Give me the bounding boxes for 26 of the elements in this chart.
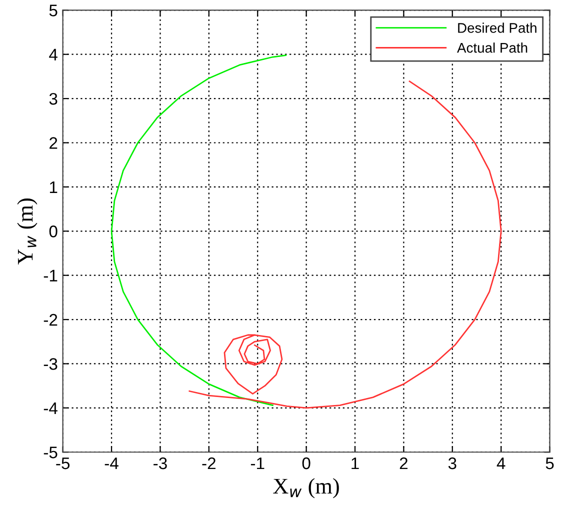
x-tick-label: -4 — [104, 458, 118, 470]
y-tick-label: -1 — [44, 270, 58, 282]
x-tick-label: 2 — [400, 457, 408, 470]
y-tick-label: 0 — [49, 226, 58, 238]
x-tick-label: 4 — [496, 458, 506, 470]
x-tick-label: 3 — [448, 457, 456, 470]
x-tick-label: 5 — [546, 458, 554, 470]
y-tick-label: -4 — [44, 402, 58, 414]
line-series — [110, 54, 287, 406]
y-tick-label: -3 — [44, 358, 58, 370]
y-tick-label: 2 — [50, 137, 58, 149]
x-tick-label: 1 — [352, 458, 359, 470]
x-tick-label: -3 — [154, 457, 167, 470]
y-tick-label: 5 — [49, 4, 58, 16]
x-axis-title: X$_{w}$ (m) — [273, 478, 339, 498]
legend-label: Desired Path — [458, 22, 536, 33]
x-tick-label: -1 — [250, 458, 264, 470]
y-tick-label: -5 — [44, 446, 58, 458]
legend-label: Actual Path — [457, 42, 528, 53]
y-axis-title: Y$_{w}$ (m) — [17, 198, 38, 265]
y-tick-label: 3 — [49, 92, 58, 105]
y-tick-label: 4 — [49, 48, 58, 60]
x-tick-label: -2 — [202, 457, 216, 470]
x-tick-label: 0 — [302, 457, 310, 470]
y-tick-label: 1 — [50, 182, 58, 193]
y-tick-label: -2 — [44, 314, 58, 326]
